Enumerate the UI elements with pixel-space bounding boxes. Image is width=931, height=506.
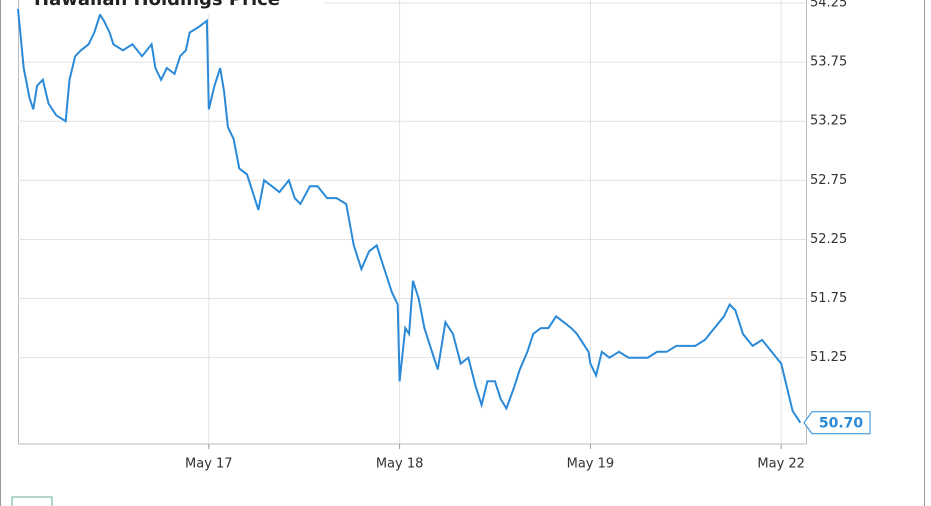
y-tick-label: 52.25 bbox=[810, 232, 847, 247]
y-tick-label: 54.25 bbox=[810, 0, 847, 10]
plot-frame bbox=[18, 0, 807, 445]
last-value-label: 50.70 bbox=[819, 416, 864, 432]
y-tick-label: 53.75 bbox=[810, 55, 847, 70]
y-tick-label: 51.75 bbox=[810, 291, 847, 306]
last-value-box bbox=[803, 411, 871, 435]
x-tick-label: May 18 bbox=[376, 457, 424, 472]
x-tick-label: May 17 bbox=[185, 457, 233, 472]
y-tick-label: 51.25 bbox=[810, 350, 847, 365]
title-box bbox=[20, 0, 324, 14]
y-tick-label: 53.25 bbox=[810, 114, 847, 129]
x-tick-label: May 22 bbox=[757, 457, 805, 472]
logo bbox=[11, 496, 53, 506]
chart-title: Hawaiian Holdings Price bbox=[34, 0, 280, 10]
price-line bbox=[17, 8, 802, 424]
y-tick-label: 52.75 bbox=[810, 173, 847, 188]
x-tick-label: May 19 bbox=[567, 457, 615, 472]
